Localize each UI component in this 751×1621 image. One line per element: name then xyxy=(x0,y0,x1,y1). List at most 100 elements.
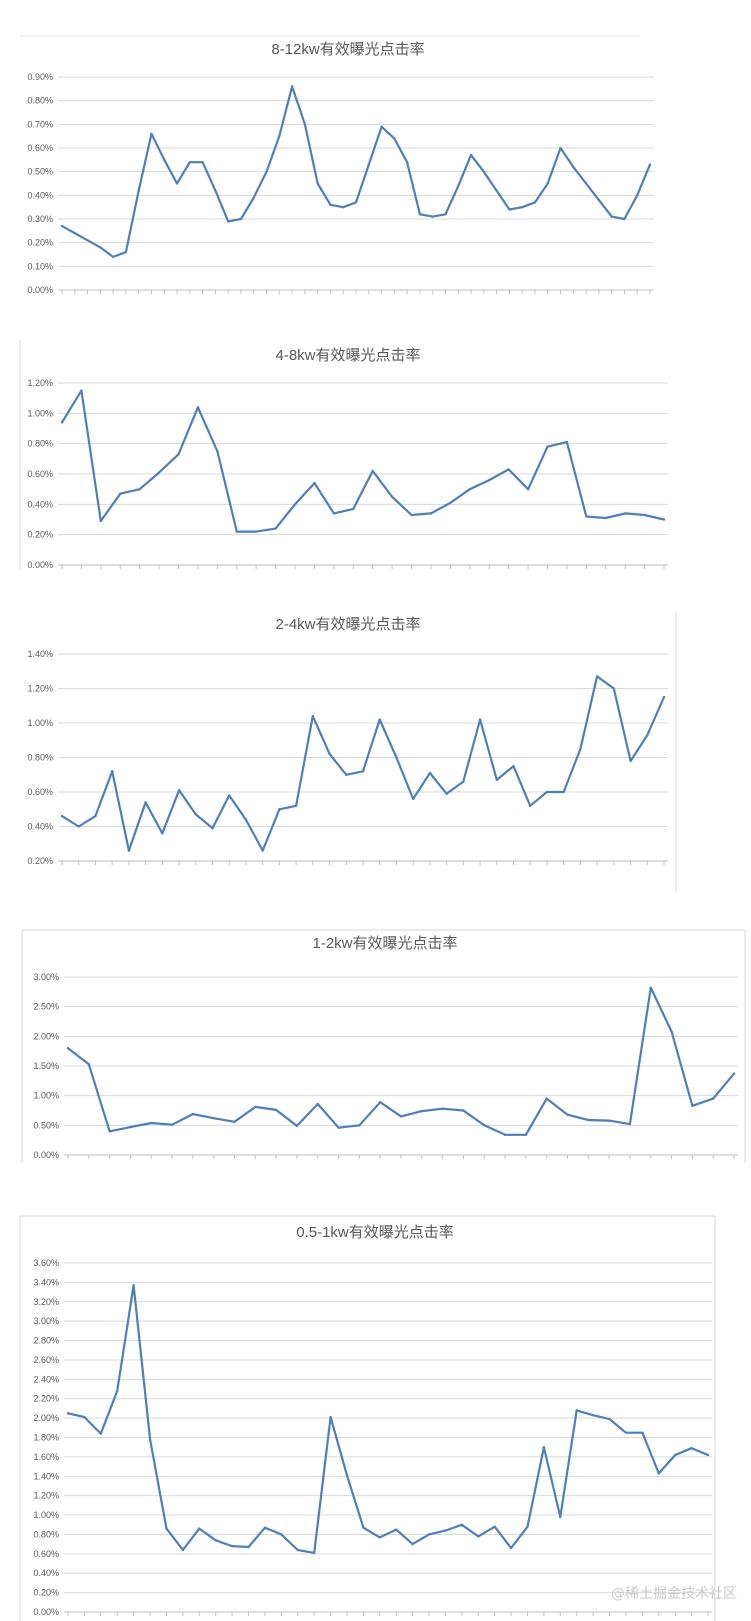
data-point xyxy=(198,1527,201,1530)
data-point xyxy=(371,469,374,473)
data-point xyxy=(129,1125,132,1129)
data-point xyxy=(444,213,447,216)
data-point xyxy=(662,695,666,699)
data-point xyxy=(280,1533,283,1536)
y-tick-label: 0.00% xyxy=(27,560,53,570)
y-tick-label: 1.20% xyxy=(33,1491,59,1501)
data-point xyxy=(60,814,64,818)
data-point xyxy=(562,790,565,794)
y-tick-label: 0.00% xyxy=(27,285,53,295)
chart-2: 4-8kw有效曝光点击率 0.00% 0.20% 0.40% 0.60% 0.80% 1.0… xyxy=(19,340,668,570)
data-point xyxy=(296,1548,299,1552)
data-point xyxy=(332,512,336,515)
data-point xyxy=(595,675,599,678)
y-tick-label: 0.80% xyxy=(27,439,53,449)
data-point xyxy=(526,1525,529,1528)
data-point xyxy=(623,217,626,221)
data-point xyxy=(495,189,498,192)
data-point xyxy=(87,1063,91,1066)
y-tick-label: 0.50% xyxy=(27,167,53,177)
y-tick-label: 0.50% xyxy=(33,1120,59,1130)
data-point xyxy=(278,134,281,138)
data-point xyxy=(60,224,64,228)
data-point xyxy=(670,1030,673,1033)
data-point xyxy=(732,1072,736,1075)
data-point xyxy=(188,161,192,164)
data-point xyxy=(94,814,97,818)
data-point xyxy=(477,1535,480,1538)
data-point xyxy=(295,1124,299,1128)
data-point xyxy=(212,1117,215,1120)
data-point xyxy=(362,1526,365,1529)
y-tick-label: 0.80% xyxy=(27,96,53,106)
y-tick-label: 1.20% xyxy=(27,684,53,694)
y-tick-label: 2.20% xyxy=(33,1394,59,1404)
data-point xyxy=(99,519,103,523)
data-point xyxy=(342,205,345,209)
data-point xyxy=(73,232,76,235)
data-point xyxy=(690,1446,693,1450)
data-point xyxy=(127,849,131,852)
data-point xyxy=(462,1109,465,1112)
y-tick-label: 0.60% xyxy=(27,787,53,797)
data-point xyxy=(214,189,217,192)
data-point xyxy=(150,132,153,135)
data-point xyxy=(546,445,549,448)
y-tick-label: 0.40% xyxy=(27,190,53,200)
y-tick-label: 0.40% xyxy=(27,499,53,509)
data-point xyxy=(441,1107,444,1110)
data-point xyxy=(274,527,277,530)
y-tick-label: 0.20% xyxy=(27,856,53,866)
data-point xyxy=(137,189,140,192)
data-point xyxy=(80,389,83,392)
chart-title: 0.5-1kw有效曝光点击率 xyxy=(296,1224,454,1241)
y-tick-label: 0.00% xyxy=(33,1607,59,1617)
data-point xyxy=(533,201,537,204)
data-point xyxy=(66,1047,70,1050)
data-point xyxy=(157,471,161,474)
y-tick-label: 0.20% xyxy=(33,1588,59,1598)
data-point xyxy=(261,849,264,852)
data-point xyxy=(132,1284,135,1287)
data-point xyxy=(216,450,219,453)
data-point xyxy=(354,201,358,204)
series-line xyxy=(60,389,666,533)
data-point xyxy=(110,770,114,773)
data-point xyxy=(468,487,472,491)
data-point xyxy=(469,153,473,157)
data-point xyxy=(119,492,122,495)
data-point xyxy=(150,1121,153,1125)
data-point xyxy=(411,797,415,801)
data-point xyxy=(405,161,409,164)
data-point xyxy=(629,759,632,763)
data-point xyxy=(144,801,147,804)
data-point xyxy=(493,1525,496,1528)
y-tick-label: 3.00% xyxy=(33,972,59,982)
data-point xyxy=(274,1108,278,1112)
data-point xyxy=(170,1123,174,1126)
y-tick-label: 1.80% xyxy=(33,1433,59,1443)
data-point xyxy=(411,1542,414,1546)
y-tick-label: 0.70% xyxy=(27,119,53,129)
data-point xyxy=(235,530,238,533)
data-point xyxy=(597,198,601,202)
y-tick-label: 1.00% xyxy=(33,1510,59,1520)
y-tick-label: 1.00% xyxy=(27,408,53,418)
chart-1: 8-12kw有效曝光点击率 0.00% 0.10% 0.20% 0.30% 0.40% 0.… xyxy=(20,35,654,295)
data-point xyxy=(138,487,141,491)
data-point xyxy=(512,764,515,768)
data-point xyxy=(294,804,298,807)
y-tick-label: 2.40% xyxy=(33,1374,59,1384)
y-tick-label: 0.40% xyxy=(33,1568,59,1578)
chart-3: 2-4kw有效曝光点击率 0.20% 0.40% 0.60% 0.80% 1.00% 1.2… xyxy=(27,611,677,893)
data-point xyxy=(410,513,413,517)
data-point xyxy=(657,1472,660,1475)
data-point xyxy=(380,125,383,128)
data-point xyxy=(312,1551,316,1555)
data-point xyxy=(230,1544,234,1548)
y-tick-label: 1.40% xyxy=(33,1471,59,1481)
data-point xyxy=(691,1104,694,1107)
data-point xyxy=(191,1112,195,1116)
data-point xyxy=(545,1097,548,1100)
data-point xyxy=(233,1120,236,1123)
